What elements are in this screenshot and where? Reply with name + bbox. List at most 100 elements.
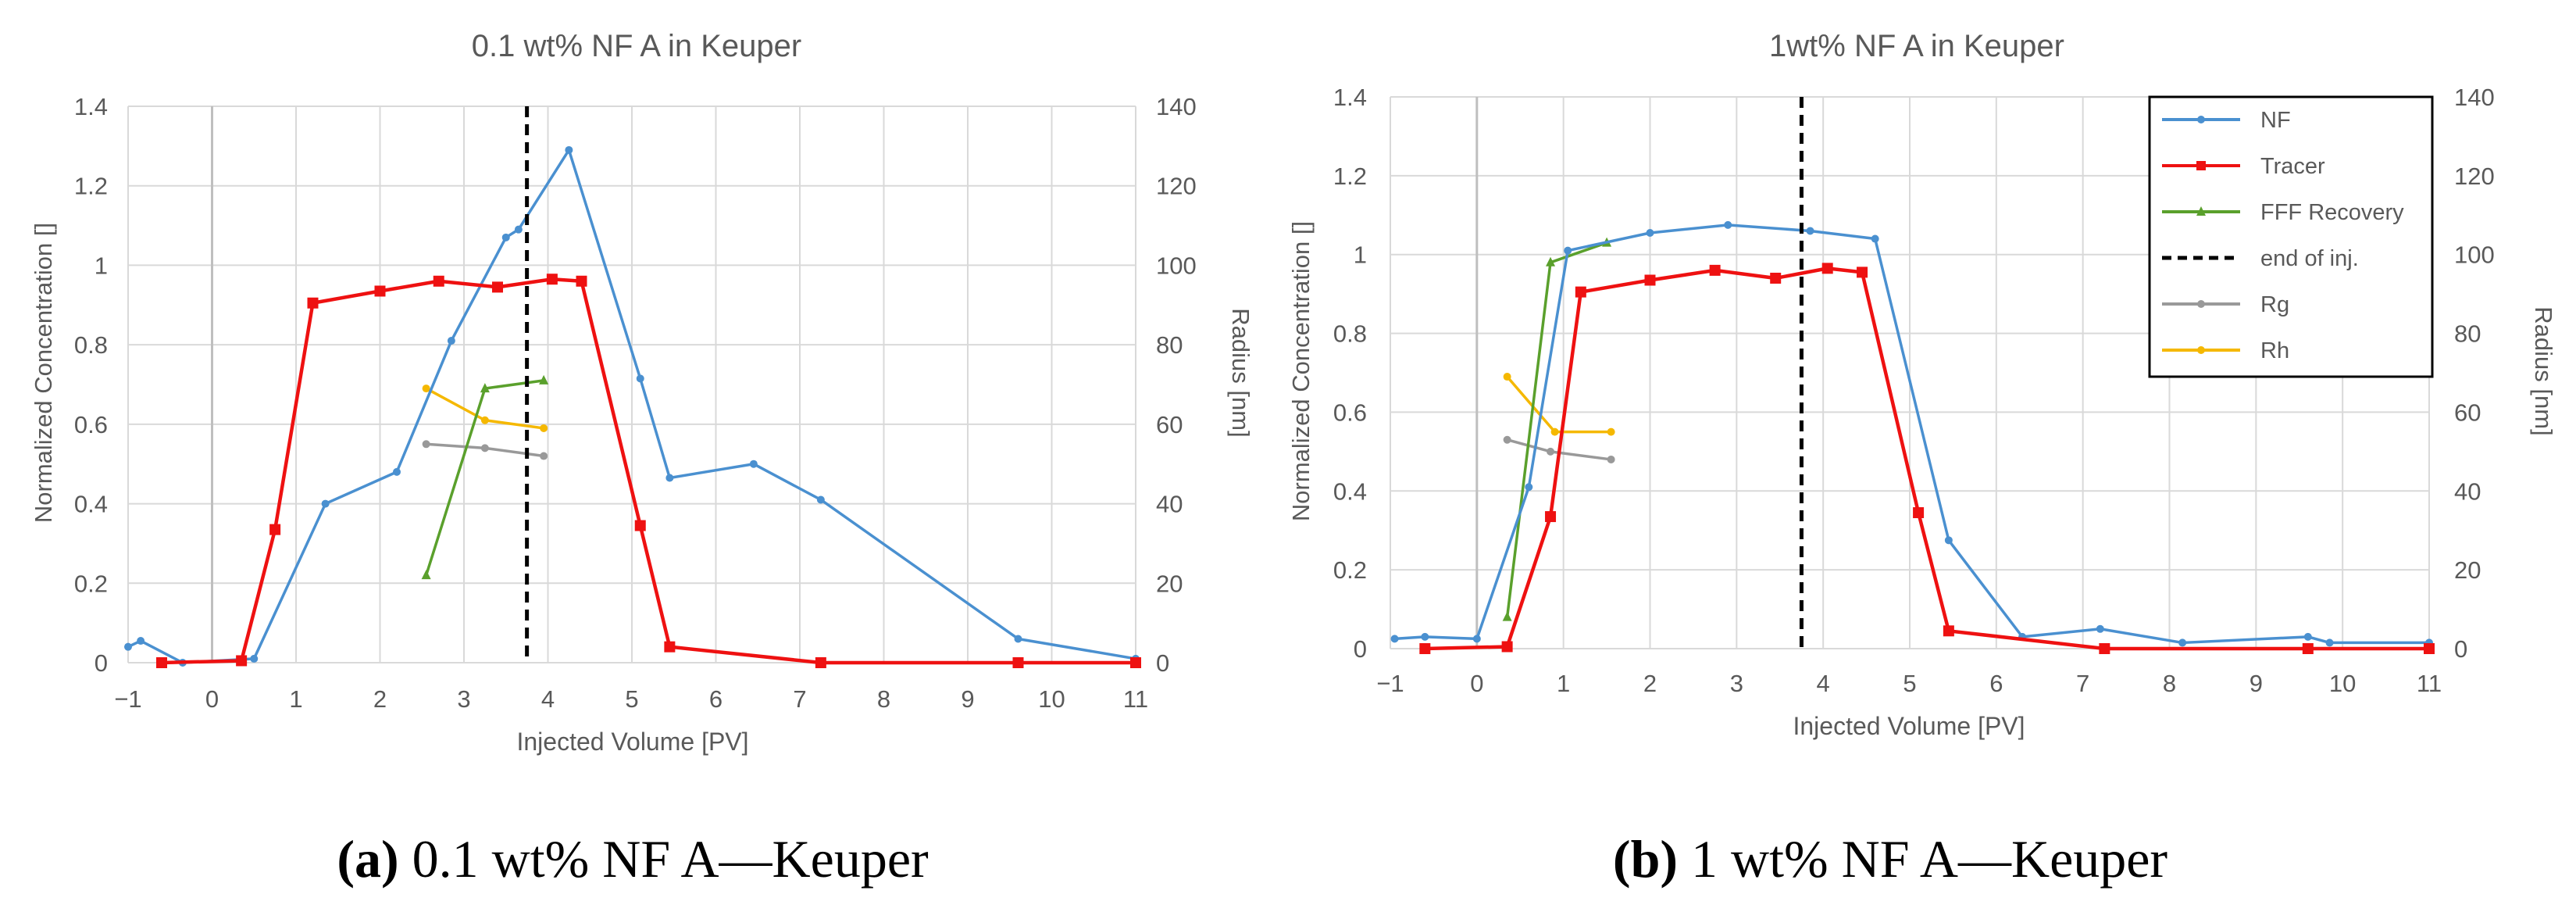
x-tick-a-6: 5 [625, 685, 638, 713]
x-tick-b-6: 5 [1903, 670, 1916, 697]
y2-ticks-b: 0 20 40 60 80 100 120 140 [2454, 84, 2495, 663]
fff-point-b-1 [1546, 256, 1556, 266]
x-tick-b-7: 6 [1989, 670, 2003, 697]
tracer-point-a-1 [236, 655, 248, 667]
rg-point-a-1 [480, 444, 489, 452]
x-tick-b-0: −1 [1376, 670, 1404, 697]
y-tick-a-3: 0.6 [74, 411, 108, 438]
panel-b: 1wt% NF A in Keuper 0 0.2 0.4 0.6 0.8 1 1.2 1.4… [1287, 29, 2557, 889]
y-tick-b-0: 0 [1354, 635, 1367, 663]
y2-tick-a-6: 120 [1156, 173, 1197, 200]
legend-label-inj: end of inj. [2260, 246, 2359, 271]
tracer-point-a-13 [1130, 657, 1141, 668]
y2-tick-a-7: 140 [1156, 93, 1197, 120]
rh-point-a-1 [480, 416, 489, 424]
x-tick-a-8: 7 [793, 685, 806, 713]
rh-point-b-2 [1607, 427, 1615, 436]
caption-a-label: (a) [337, 829, 398, 889]
x-tick-b-2: 1 [1557, 670, 1570, 697]
nf-point-a-4 [321, 499, 330, 508]
tracer-point-a-6 [492, 281, 503, 293]
x-axis-label-b: Injected Volume [PV] [1793, 712, 2025, 740]
x-tick-a-9: 8 [877, 685, 890, 713]
chart-title-a: 0.1 wt% NF A in Keuper [472, 29, 801, 63]
y-axis-label-a: Normalized Concentration [] [30, 223, 57, 523]
y2-ticks-a: 0 20 40 60 80 100 120 140 [1156, 93, 1197, 677]
nf-point-a-0 [124, 642, 132, 651]
nf-point-a-14 [1014, 635, 1022, 643]
tracer-point-a-2 [269, 524, 281, 535]
y2-tick-a-5: 100 [1156, 252, 1197, 279]
nf-point-b-0 [1390, 635, 1399, 643]
tracer-point-b-1 [1501, 641, 1513, 653]
x-tick-a-3: 2 [373, 685, 387, 713]
y-tick-b-4: 0.8 [1333, 320, 1367, 348]
nf-point-b-12 [2178, 638, 2187, 647]
y2-axis-label-a: Radius [nm] [1227, 308, 1254, 437]
nf-point-a-12 [749, 460, 758, 468]
x-tick-b-5: 4 [1817, 670, 1830, 697]
rg-point-b-2 [1607, 455, 1615, 463]
rg-point-a-2 [540, 452, 548, 460]
tracer-point-b-11 [2099, 643, 2110, 654]
y-tick-b-1: 0.2 [1333, 556, 1367, 584]
nf-point-b-8 [1871, 234, 1879, 243]
tracer-point-a-7 [546, 274, 558, 285]
caption-a: (a) 0.1 wt% NF A—Keuper [337, 829, 929, 889]
tracer-point-b-8 [1857, 266, 1868, 278]
nf-point-a-6 [447, 337, 455, 345]
legend-label-rg: Rg [2260, 292, 2289, 317]
nf-point-a-8 [514, 225, 523, 234]
legend-label-fff: FFF Recovery [2260, 200, 2404, 225]
x-tick-b-12: 11 [2417, 670, 2442, 697]
caption-b-label: (b) [1613, 829, 1678, 889]
legend-marker-rh [2197, 346, 2205, 354]
nf-point-b-5 [1646, 228, 1654, 237]
x-tick-a-1: 0 [205, 685, 219, 713]
rg-point-a-0 [422, 440, 430, 449]
nf-line-b [1394, 224, 2429, 645]
rh-point-a-2 [540, 424, 548, 432]
y2-tick-a-0: 0 [1156, 649, 1169, 677]
y2-tick-b-0: 0 [2454, 635, 2467, 663]
x-tick-a-7: 6 [709, 685, 722, 713]
nf-point-a-11 [665, 474, 674, 482]
x-tick-a-10: 9 [961, 685, 974, 713]
y-tick-a-7: 1.4 [74, 93, 108, 120]
x-axis-label-a: Injected Volume [PV] [516, 728, 748, 756]
x-tick-a-12: 11 [1123, 685, 1148, 713]
nf-point-a-9 [565, 145, 573, 154]
rg-point-b-0 [1503, 435, 1511, 444]
fff-point-a-0 [421, 570, 431, 580]
nf-point-b-7 [1806, 227, 1814, 235]
x-tick-a-11: 10 [1038, 685, 1065, 713]
x-tick-b-8: 7 [2076, 670, 2089, 697]
tracer-point-a-3 [307, 297, 319, 309]
legend-marker-rg [2197, 300, 2205, 308]
tracer-point-b-10 [1943, 625, 1954, 637]
y-tick-a-5: 1 [95, 252, 108, 279]
y2-tick-b-4: 80 [2454, 320, 2481, 348]
tracer-line-a [161, 277, 1136, 665]
tracer-point-b-12 [2302, 643, 2314, 654]
x-ticks-b: −1 0 1 2 3 4 5 6 7 8 9 10 11 [1376, 670, 2442, 697]
nf-point-a-5 [393, 467, 401, 476]
tracer-point-a-10 [664, 641, 676, 653]
y2-tick-b-1: 20 [2454, 556, 2481, 584]
legend-label-rh: Rh [2260, 338, 2289, 363]
legend-marker-fff [2196, 206, 2206, 216]
chart-title-b: 1wt% NF A in Keuper [1769, 29, 2064, 63]
tracer-point-b-3 [1575, 286, 1586, 298]
tracer-line-b [1425, 266, 2429, 651]
x-tick-a-2: 1 [289, 685, 302, 713]
nf-point-b-9 [1944, 536, 1953, 545]
tracer-point-a-12 [1012, 657, 1024, 668]
panel-a: 0.1 wt% NF A in Keuper 0 0.2 0.4 0.6 0.8 1 1.2… [30, 29, 1254, 889]
caption-b-text: 1 wt% NF A—Keuper [1678, 829, 2167, 889]
y-tick-b-2: 0.4 [1333, 477, 1367, 505]
rh-line-b [1506, 375, 1611, 434]
y-tick-b-5: 1 [1354, 241, 1367, 269]
rh-point-b-1 [1550, 427, 1559, 436]
y-tick-a-2: 0.4 [74, 491, 108, 518]
